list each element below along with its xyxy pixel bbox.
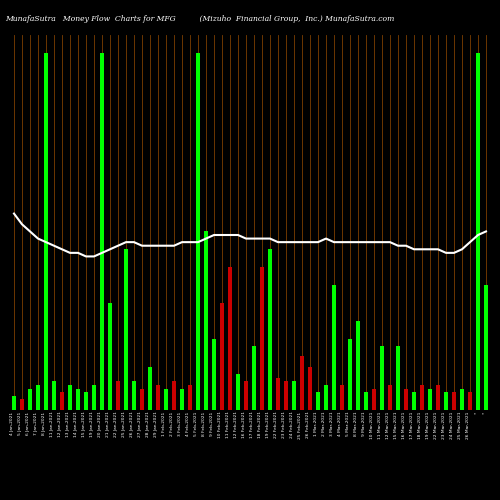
Bar xyxy=(292,382,296,410)
Bar xyxy=(228,267,232,410)
Bar xyxy=(68,385,72,410)
Bar xyxy=(388,385,392,410)
Bar xyxy=(300,356,304,410)
Bar xyxy=(452,392,456,410)
Bar xyxy=(220,303,224,410)
Bar xyxy=(236,374,240,410)
Bar xyxy=(380,346,384,410)
Bar xyxy=(172,382,176,410)
Bar xyxy=(204,232,208,410)
Bar xyxy=(348,338,352,410)
Bar xyxy=(84,392,88,410)
Bar xyxy=(420,385,424,410)
Bar xyxy=(212,338,216,410)
Bar xyxy=(428,388,432,410)
Bar xyxy=(356,320,360,410)
Bar xyxy=(180,388,184,410)
Bar xyxy=(412,392,416,410)
Bar xyxy=(308,367,312,410)
Bar xyxy=(116,382,120,410)
Bar xyxy=(164,388,168,410)
Bar xyxy=(396,346,400,410)
Bar xyxy=(332,285,336,410)
Bar xyxy=(468,392,472,410)
Bar xyxy=(324,385,328,410)
Bar xyxy=(100,53,104,410)
Bar xyxy=(76,388,80,410)
Bar xyxy=(244,382,248,410)
Bar xyxy=(132,382,136,410)
Bar xyxy=(436,385,440,410)
Bar xyxy=(372,388,376,410)
Bar xyxy=(28,388,32,410)
Bar xyxy=(476,53,480,410)
Bar xyxy=(316,392,320,410)
Bar xyxy=(404,388,408,410)
Text: MunafaSutra   Money Flow  Charts for MFG          (Mizuho  Financial Group,  Inc: MunafaSutra Money Flow Charts for MFG (M… xyxy=(5,15,394,23)
Bar xyxy=(444,392,448,410)
Bar xyxy=(156,385,160,410)
Bar xyxy=(52,382,56,410)
Bar xyxy=(108,303,112,410)
Bar xyxy=(36,385,40,410)
Bar xyxy=(276,378,280,410)
Bar xyxy=(484,285,488,410)
Bar xyxy=(252,346,256,410)
Bar xyxy=(364,392,368,410)
Bar xyxy=(188,385,192,410)
Bar xyxy=(196,53,200,410)
Bar xyxy=(60,392,64,410)
Bar xyxy=(92,385,96,410)
Bar xyxy=(44,53,48,410)
Bar xyxy=(20,400,24,410)
Bar xyxy=(268,250,272,410)
Bar xyxy=(124,250,128,410)
Bar xyxy=(12,396,16,410)
Bar xyxy=(340,385,344,410)
Bar xyxy=(148,367,152,410)
Bar xyxy=(284,382,288,410)
Bar xyxy=(460,388,464,410)
Bar xyxy=(260,267,264,410)
Bar xyxy=(140,388,144,410)
